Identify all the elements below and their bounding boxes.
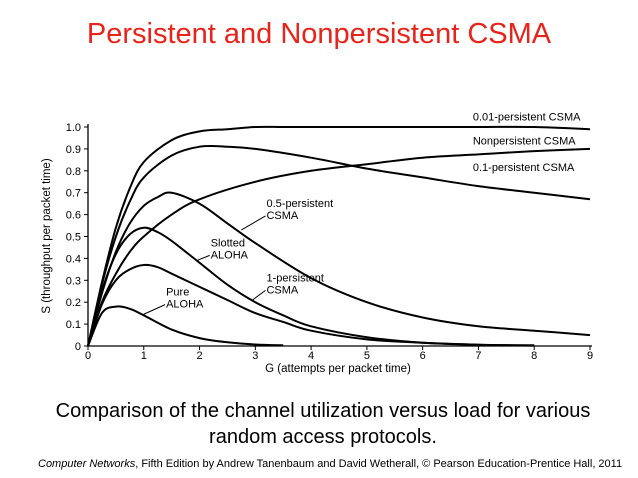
x-tick-label: 9: [587, 350, 593, 362]
series-label-text: 0.01-persistent CSMA: [473, 111, 581, 123]
y-tick-label: 0.9: [66, 144, 81, 156]
x-tick-label: 1: [141, 350, 147, 362]
series-label-text: 0.1-persistent CSMA: [473, 162, 575, 174]
y-tick-label: 1.0: [66, 122, 81, 134]
label-0-01-persistent-csma: 0.01-persistent CSMA: [473, 111, 581, 123]
y-tick-label: 0.2: [66, 297, 81, 309]
label-pure-aloha: Pure ALOHA: [143, 287, 204, 315]
figure-caption: Comparison of the channel utilization ve…: [18, 398, 628, 450]
series-label-line: 0.01-persistent CSMA: [473, 111, 581, 123]
y-tick-label: 0.5: [66, 232, 81, 244]
series-label-line: CSMA: [266, 284, 298, 296]
series-label-text: 0.5-persistent CSMA: [266, 198, 333, 222]
label-leader-line: [143, 304, 166, 315]
label-leader-line: [196, 254, 210, 262]
label-nonpersistent-csma: Nonpersistent CSMA: [473, 136, 576, 148]
caption-line-1: Comparison of the channel utilization ve…: [55, 400, 591, 422]
x-tick-label: 7: [475, 350, 481, 362]
label-1-persistent-csma: 1-persistent CSMA: [252, 272, 324, 301]
series-label-line: Pure: [166, 287, 189, 299]
series-label-text: Nonpersistent CSMA: [473, 136, 576, 148]
y-tick-label: 0: [75, 341, 81, 353]
x-tick-label: 3: [252, 350, 258, 362]
series-pure-aloha-line: [87, 305, 284, 347]
label-leader-line: [241, 215, 266, 231]
y-tick-label: 0.1: [66, 319, 81, 331]
y-tick-label: 0.3: [66, 275, 81, 287]
series-nonpersistent-csma-line: [87, 147, 591, 347]
series-label-line: Nonpersistent CSMA: [473, 136, 576, 148]
x-tick-label: 0: [85, 350, 91, 362]
credit-book-title: Computer Networks: [38, 458, 136, 470]
series-0-01-persistent-csma-line: [87, 125, 591, 347]
x-tick-label: 8: [531, 350, 537, 362]
x-axis-label: G (attempts per packet time): [265, 363, 411, 375]
source-credit: Computer Networks, Fifth Edition by Andr…: [38, 458, 622, 470]
x-tick-label: 5: [364, 350, 370, 362]
series-1-persistent-csma-line: [87, 226, 535, 347]
y-tick-label: 0.4: [66, 253, 81, 265]
series-0-5-persistent-csma-line: [87, 191, 591, 347]
series-label-line: 0.5-persistent: [266, 198, 333, 210]
label-slotted-aloha: Slotted ALOHA: [196, 237, 249, 262]
series-label-text: 1-persistent CSMA: [266, 272, 323, 296]
series-label-line: 0.1-persistent CSMA: [473, 162, 575, 174]
series-label-line: CSMA: [266, 210, 298, 222]
chart-labels: 0.01-persistent CSMA Nonpersistent CSMA 0.…: [143, 111, 581, 315]
series-label-text: Slotted ALOHA: [211, 237, 249, 261]
y-tick-label: 0.6: [66, 210, 81, 222]
series-label-line: Slotted: [211, 237, 245, 249]
series-0-1-persistent-csma-line: [87, 144, 591, 347]
y-tick-label: 0.8: [66, 166, 81, 178]
y-tick-label: 0.7: [66, 188, 81, 200]
chart-curves: [87, 125, 591, 347]
label-leader-line: [252, 289, 266, 301]
series-label-line: ALOHA: [166, 299, 204, 311]
series-label-line: ALOHA: [211, 249, 249, 261]
x-tick-label: 4: [308, 350, 314, 362]
caption-line-2: random access protocols.: [209, 426, 437, 448]
y-axis-label: S (throughput per packet time): [41, 158, 53, 313]
series-label-line: 1-persistent: [266, 272, 323, 284]
series-label-text: Pure ALOHA: [166, 287, 204, 311]
label-0-1-persistent-csma: 0.1-persistent CSMA: [473, 162, 575, 174]
credit-rest: , Fifth Edition by Andrew Tanenbaum and …: [135, 458, 623, 470]
x-tick-label: 6: [420, 350, 426, 362]
chart-axes: 0 0.1 0.2 0.3 0.4 0.5 0.6 0.7 0.8 0.9 1.0 0 1 2 3 4 5 6 7 8…: [66, 122, 593, 362]
page-title: Persistent and Nonpersistent CSMA: [86, 18, 552, 50]
x-tick-label: 2: [196, 350, 202, 362]
label-0-5-persistent-csma: 0.5-persistent CSMA: [241, 198, 333, 231]
